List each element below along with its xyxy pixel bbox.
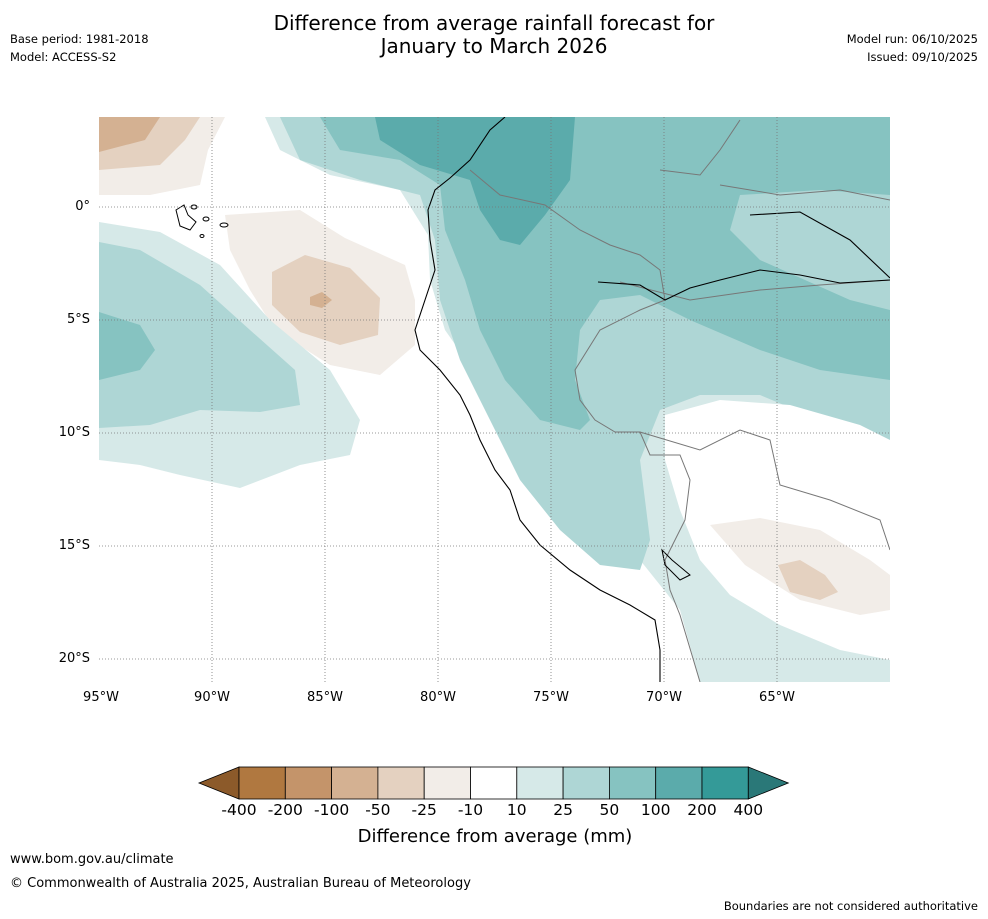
model-name: Model: ACCESS-S2 bbox=[10, 50, 117, 64]
colorbar-tick-label: 25 bbox=[553, 801, 573, 819]
colorbar-segment bbox=[701, 766, 749, 800]
lon-label: 80°W bbox=[420, 690, 456, 705]
colorbar-extend-high bbox=[747, 766, 790, 800]
lon-label: 65°W bbox=[759, 690, 795, 705]
title-line-2: January to March 2026 bbox=[380, 34, 608, 58]
base-period: Base period: 1981-2018 bbox=[10, 32, 149, 46]
galapagos-islands bbox=[175, 204, 229, 238]
lon-label: 90°W bbox=[194, 690, 230, 705]
lon-label: 70°W bbox=[646, 690, 682, 705]
boundary-disclaimer: Boundaries are not considered authoritat… bbox=[723, 899, 978, 913]
colorbar-tick-label: 10 bbox=[506, 801, 527, 819]
lat-label: 10°S bbox=[58, 425, 90, 440]
colorbar-tick-label: 100 bbox=[640, 801, 671, 819]
national-borders bbox=[469, 169, 701, 682]
colorbar-segment bbox=[331, 766, 379, 800]
colorbar-segment bbox=[516, 766, 564, 800]
lon-label: 75°W bbox=[533, 690, 569, 705]
lake-titicaca bbox=[661, 548, 691, 581]
coastline bbox=[414, 117, 661, 682]
colorbar-tick-label: 400 bbox=[733, 801, 764, 819]
issued-date: Issued: 09/10/2025 bbox=[867, 50, 978, 64]
colorbar-tick-label: -25 bbox=[411, 801, 437, 819]
page-title: Difference from average rainfall forecas… bbox=[0, 12, 988, 58]
colorbar-tick-label: -10 bbox=[457, 801, 484, 819]
colorbar-segment bbox=[238, 766, 286, 800]
graticule bbox=[99, 117, 890, 682]
lat-label: 5°S bbox=[66, 312, 90, 327]
colorbar-segment bbox=[609, 766, 657, 800]
colorbar-segment bbox=[562, 766, 610, 800]
colorbar-segment bbox=[284, 766, 332, 800]
colorbar-tick-label: -400 bbox=[221, 801, 257, 819]
colorbar-tick-label: -100 bbox=[314, 801, 350, 819]
colorbar-segment bbox=[655, 766, 703, 800]
model-run-date: Model run: 06/10/2025 bbox=[846, 32, 978, 46]
website-link[interactable]: www.bom.gov.au/climate bbox=[10, 852, 174, 867]
colorbar-segment bbox=[423, 766, 471, 800]
colorbar-tick-label: 200 bbox=[687, 801, 717, 819]
colorbar-tick-label: 50 bbox=[599, 801, 620, 819]
colorbar-title: Difference from average (mm) bbox=[357, 826, 633, 847]
colorbar-segment bbox=[470, 766, 518, 800]
lon-label: 85°W bbox=[307, 690, 343, 705]
colorbar-segment bbox=[377, 766, 425, 800]
amazon-river bbox=[597, 211, 890, 301]
colorbar-segments bbox=[197, 766, 790, 800]
lat-label: 20°S bbox=[58, 651, 90, 666]
lon-label: 95°W bbox=[83, 690, 119, 705]
colorbar-tick-label: -50 bbox=[365, 801, 391, 819]
colorbar-tick-label: -200 bbox=[267, 801, 303, 819]
lat-label: 15°S bbox=[58, 538, 90, 553]
title-line-1: Difference from average rainfall forecas… bbox=[273, 11, 715, 35]
copyright-notice: © Commonwealth of Australia 2025, Austra… bbox=[10, 876, 471, 891]
colorbar-extend-low bbox=[197, 766, 240, 800]
rainfall-anomaly-field bbox=[99, 117, 890, 682]
lat-label: 0° bbox=[75, 199, 90, 214]
